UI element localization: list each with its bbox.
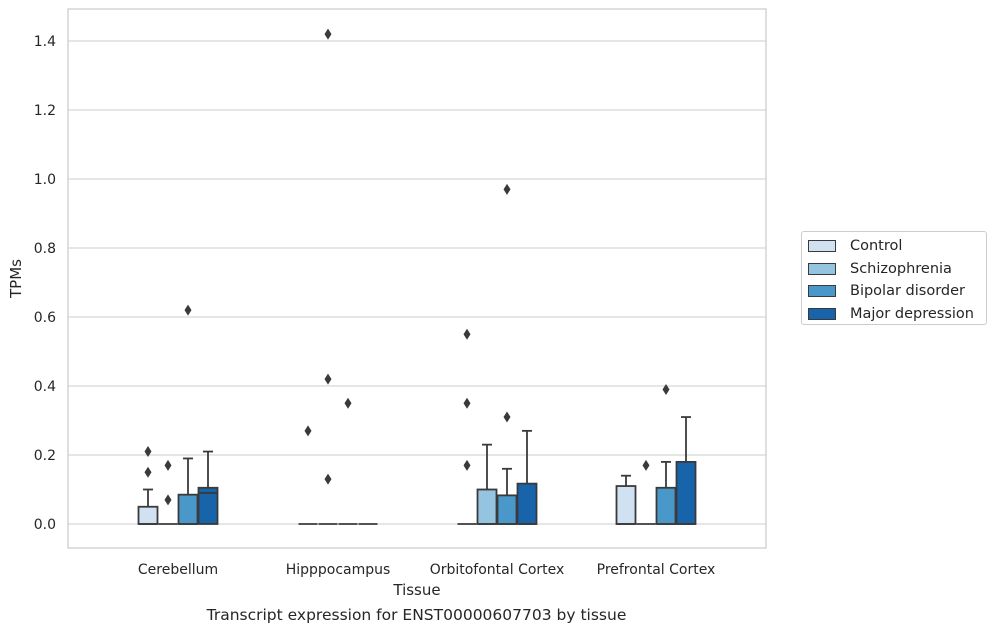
box-schizophrenia-0 xyxy=(158,459,178,525)
outlier-point xyxy=(324,373,332,385)
outlier-point xyxy=(503,411,511,423)
box-body xyxy=(675,460,697,525)
y-tick-label: 1.4 xyxy=(34,34,56,50)
outlier-point xyxy=(463,459,471,471)
box-control-3 xyxy=(615,474,637,525)
legend-label: Schizophrenia xyxy=(850,260,952,277)
box-body xyxy=(496,494,518,525)
box-major-depression-3 xyxy=(675,416,697,525)
box-body xyxy=(516,482,538,525)
outlier-point xyxy=(304,425,312,437)
box-schizophrenia-1 xyxy=(318,28,338,525)
box-body xyxy=(655,486,677,525)
outlier-point xyxy=(463,397,471,409)
y-tick-label: 0.4 xyxy=(34,379,56,395)
legend-item: Schizophrenia xyxy=(808,258,986,281)
box-bipolar-disorder-3 xyxy=(655,383,677,525)
legend-swatch xyxy=(808,240,836,253)
x-tick-label: Orbitofontal Cortex xyxy=(430,562,565,578)
box-major-depression-2 xyxy=(516,429,538,525)
x-tick-label: Hipppocampus xyxy=(286,562,391,578)
box-body xyxy=(197,486,219,525)
x-tick-label: Prefrontal Cortex xyxy=(597,562,716,578)
chart-caption: Transcript expression for ENST0000060770… xyxy=(206,606,627,624)
outlier-point xyxy=(144,466,152,478)
legend-item: Major depression xyxy=(808,303,986,326)
outlier-point xyxy=(463,328,471,340)
y-tick-label: 0.6 xyxy=(34,310,56,326)
box-body xyxy=(476,488,498,525)
box-body xyxy=(615,485,637,525)
outlier-point xyxy=(164,494,172,506)
y-tick-label: 0.8 xyxy=(34,241,56,257)
outlier-point xyxy=(642,459,650,471)
legend-label: Control xyxy=(850,238,903,255)
box-control-2 xyxy=(457,328,477,525)
outlier-point xyxy=(344,397,352,409)
outlier-point xyxy=(503,183,511,195)
outlier-point xyxy=(324,28,332,40)
box-schizophrenia-3 xyxy=(636,459,656,525)
outlier-point xyxy=(324,473,332,485)
y-tick-label: 0.2 xyxy=(34,448,56,464)
box-major-depression-0 xyxy=(197,450,219,525)
legend-swatch xyxy=(808,285,836,298)
box-bipolar-disorder-0 xyxy=(177,304,199,525)
gridlines xyxy=(68,40,766,525)
plot-area-frame xyxy=(67,8,767,549)
x-axis: Cerebellum Hipppocampus Orbitofontal Corte… xyxy=(138,562,715,578)
y-tick-label: 1.0 xyxy=(34,172,56,188)
legend: Control Schizophrenia Bipolar disorder Majo… xyxy=(801,231,987,325)
legend-swatch xyxy=(808,262,836,275)
y-tick-label: 1.2 xyxy=(34,103,56,119)
box-series xyxy=(137,28,697,525)
x-axis-label: Tissue xyxy=(392,581,440,599)
outlier-point xyxy=(184,304,192,316)
outlier-point xyxy=(164,459,172,471)
legend-label: Bipolar disorder xyxy=(850,283,965,300)
y-tick-label: 0.0 xyxy=(34,517,56,533)
box-body xyxy=(177,493,199,525)
box-bipolar-disorder-2 xyxy=(496,183,518,525)
y-axis: 0.0 0.2 0.4 0.6 0.8 1.0 1.2 1.4 xyxy=(34,34,56,533)
box-schizophrenia-2 xyxy=(476,443,498,525)
legend-item: Bipolar disorder xyxy=(808,280,986,303)
box-control-1 xyxy=(298,425,318,525)
box-control-0 xyxy=(137,446,159,525)
outlier-point xyxy=(662,383,670,395)
legend-label: Major depression xyxy=(850,305,974,322)
y-axis-label: TPMs xyxy=(7,259,25,299)
box-body xyxy=(137,505,159,525)
outlier-point xyxy=(144,446,152,458)
legend-swatch xyxy=(808,307,836,320)
box-bipolar-disorder-1 xyxy=(338,397,358,525)
legend-item: Control xyxy=(808,235,986,258)
x-tick-label: Cerebellum xyxy=(138,562,218,578)
